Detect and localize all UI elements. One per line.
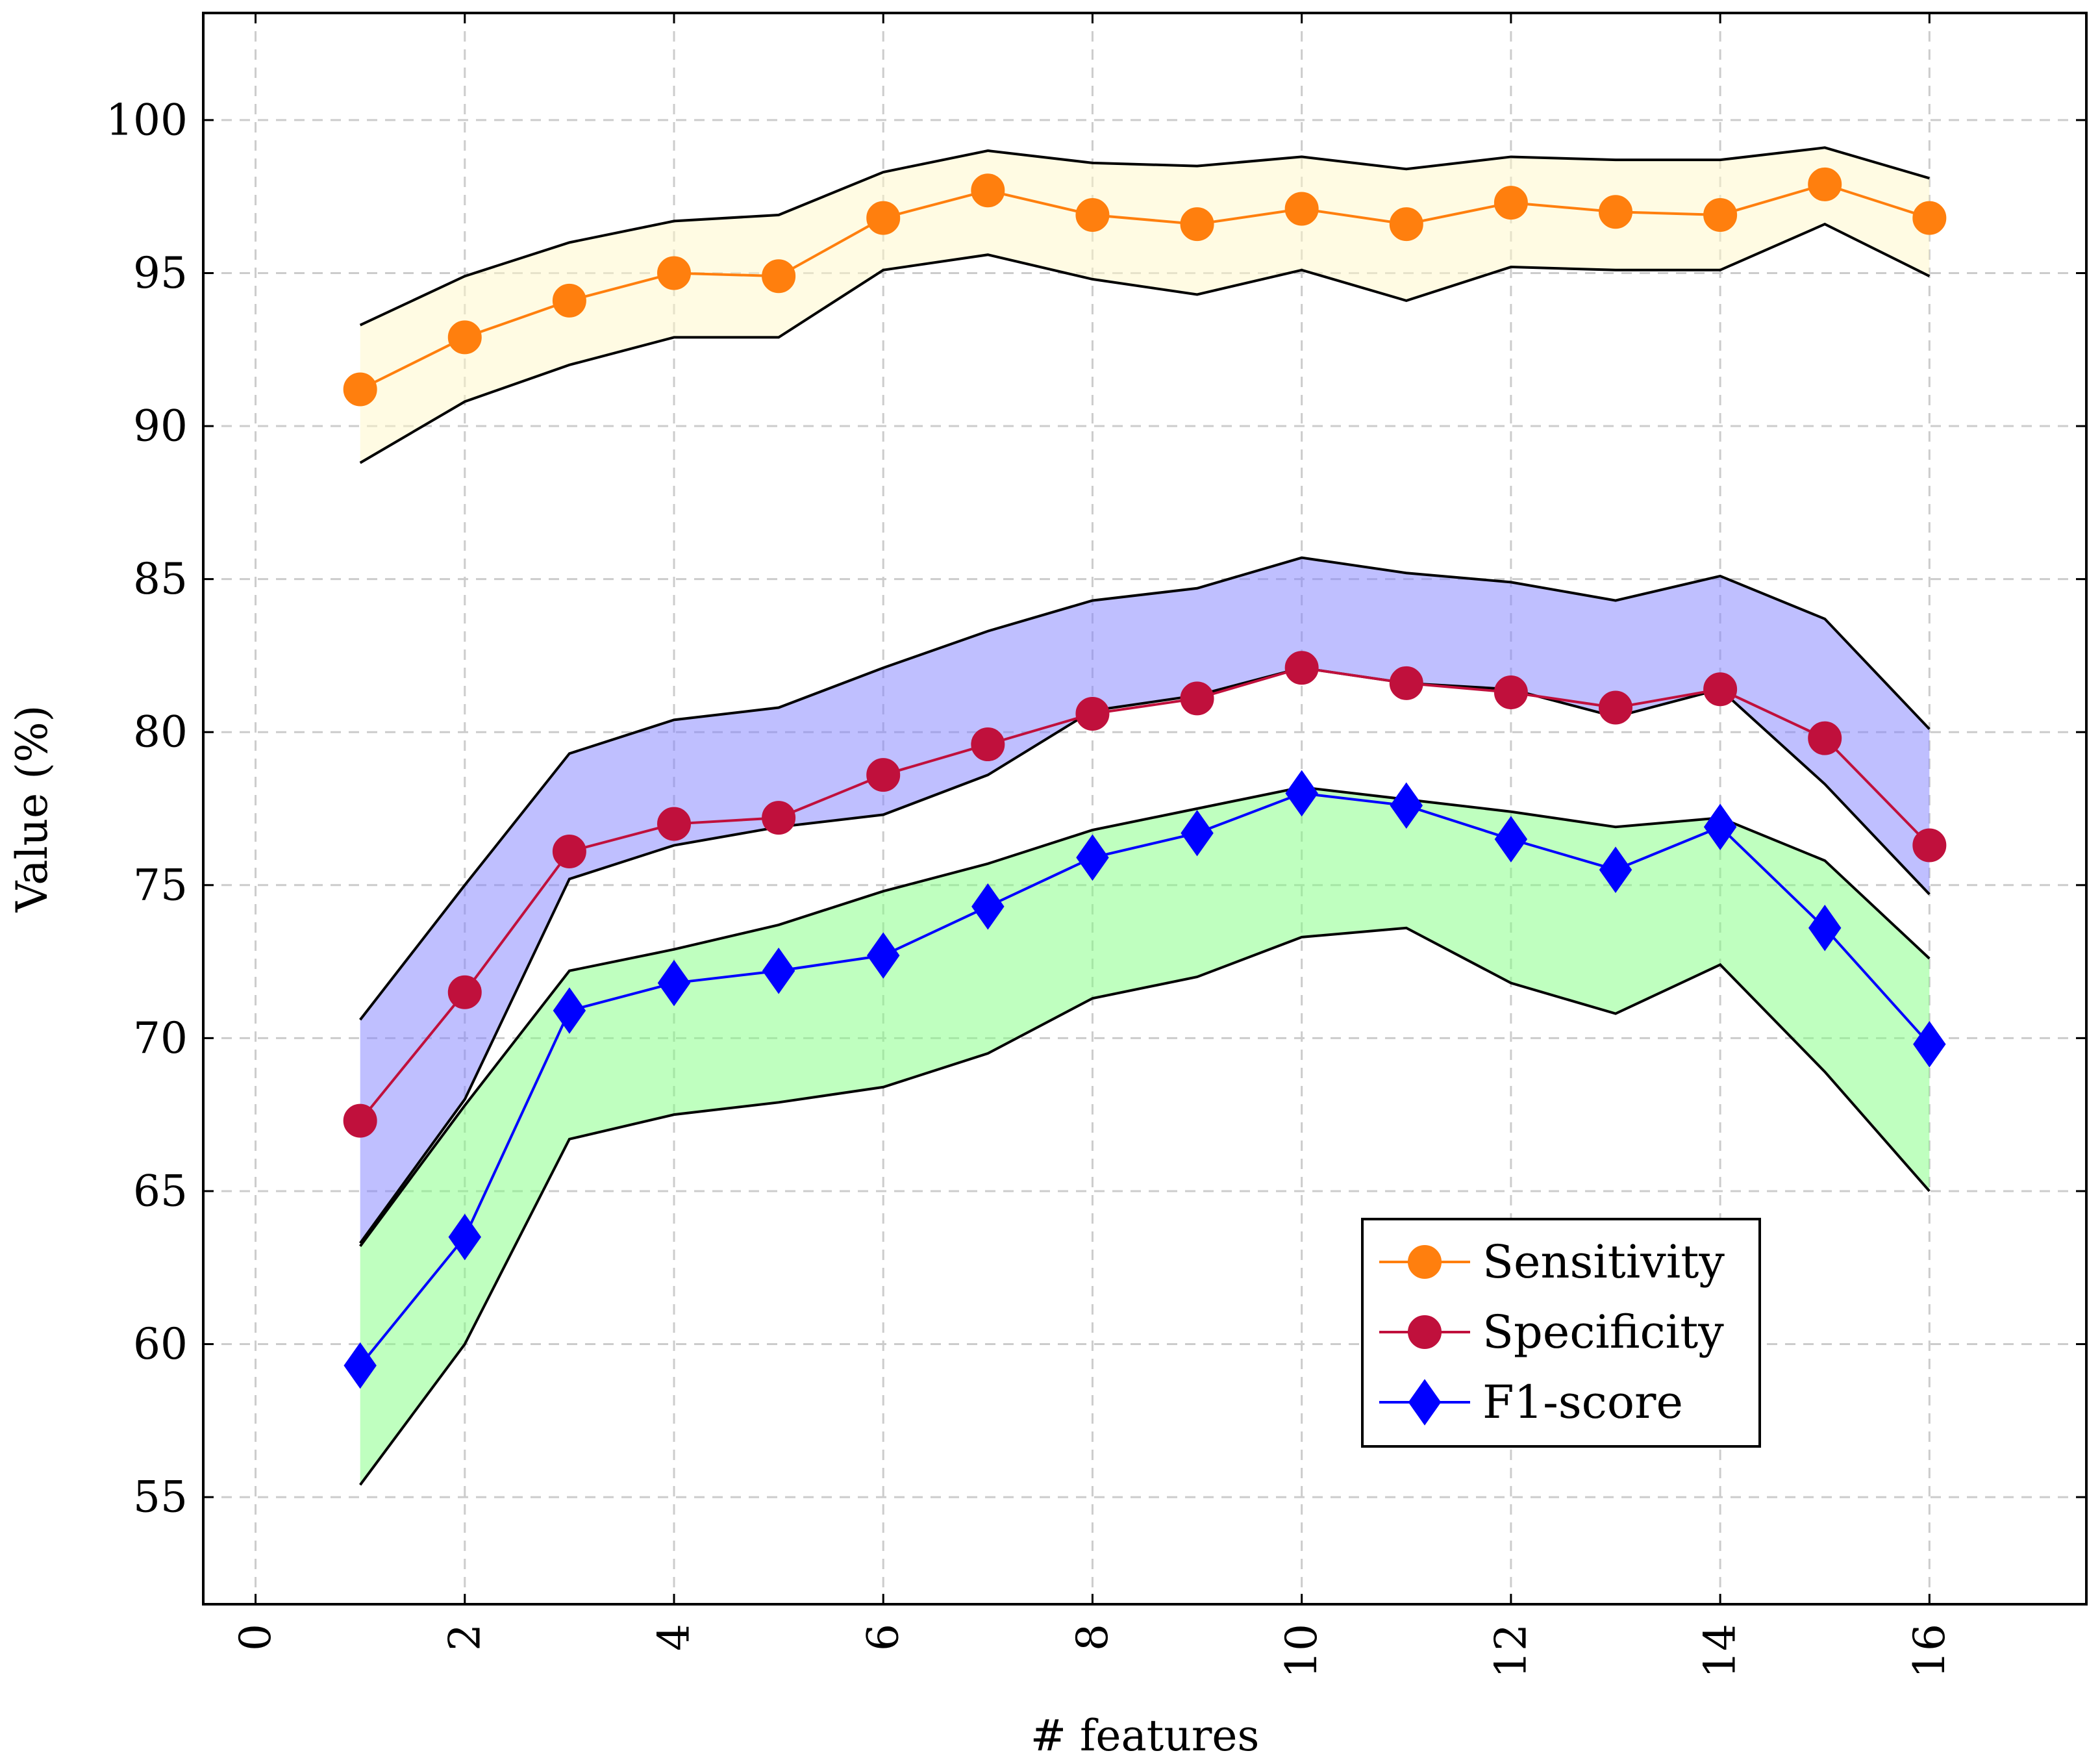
- sensitivity-point: [552, 283, 586, 318]
- f1-score-line: [359, 792, 1931, 1367]
- x-axis-title: # features: [1031, 1711, 1260, 1761]
- specificity-point: [1180, 681, 1214, 716]
- y-tick-label: 85: [133, 554, 188, 604]
- sensitivity-point: [1075, 197, 1110, 232]
- series-markers: [343, 167, 1947, 1389]
- y-tick-label: 60: [133, 1319, 188, 1369]
- f1-score-band-lower: [359, 926, 1931, 1486]
- sensitivity-point: [1180, 207, 1214, 242]
- legend-sensitivity-marker: [1408, 1245, 1442, 1279]
- specificity-point: [1599, 690, 1632, 725]
- f1-score-point: [762, 947, 795, 994]
- specificity-point: [1389, 666, 1423, 700]
- legend: Sensitivity Specificity F1-score: [1361, 1218, 1761, 1448]
- x-tick-label: 6: [858, 1624, 908, 1651]
- y-tick-label: 75: [133, 860, 188, 910]
- sensitivity-point: [971, 173, 1005, 208]
- sensitivity-band-lower: [359, 222, 1931, 464]
- specificity-band: [360, 557, 1930, 1244]
- sensitivity-point: [1389, 207, 1423, 242]
- x-tick-label: 12: [1486, 1624, 1536, 1678]
- f1-score-point: [1181, 809, 1214, 857]
- x-tick-label: 16: [1905, 1624, 1955, 1678]
- specificity-point: [971, 727, 1005, 762]
- y-tick-label: 95: [133, 248, 188, 298]
- specificity-point: [866, 758, 901, 792]
- sensitivity-band: [360, 147, 1930, 463]
- y-tick-label: 65: [133, 1166, 188, 1216]
- f1-score-point: [1703, 803, 1737, 851]
- sensitivity-point: [447, 320, 482, 355]
- f1-score-point: [1913, 1021, 1946, 1068]
- specificity-point: [1703, 672, 1738, 707]
- specificity-line: [359, 666, 1931, 1122]
- specificity-band-lower: [359, 666, 1931, 1244]
- y-tick-label: 100: [106, 95, 188, 145]
- f1-score-point: [1076, 834, 1109, 881]
- legend-specificity-label: Specificity: [1482, 1305, 1724, 1359]
- f1-score-point: [1390, 782, 1423, 829]
- specificity-point: [552, 834, 586, 868]
- f1-score-point: [866, 932, 900, 979]
- x-tick-label: 2: [440, 1624, 490, 1651]
- f1-score-point: [1285, 770, 1318, 817]
- legend-specificity-marker: [1408, 1315, 1442, 1349]
- specificity-point: [447, 975, 482, 1009]
- y-tick-label: 80: [133, 707, 188, 757]
- specificity-point: [343, 1103, 377, 1138]
- plot-frame: [202, 12, 2088, 1606]
- y-tick-label: 70: [133, 1013, 188, 1063]
- specificity-point: [1494, 675, 1528, 709]
- confidence-bands: [359, 146, 1931, 1486]
- y-tick-label: 55: [133, 1472, 188, 1522]
- f1-score-point: [448, 1213, 482, 1261]
- specificity-point: [1075, 696, 1110, 731]
- sensitivity-point: [762, 259, 796, 294]
- sensitivity-line: [359, 183, 1930, 391]
- specificity-point: [762, 801, 796, 835]
- y-axis-title: Value (%): [7, 705, 57, 913]
- specificity-band-upper: [359, 556, 1931, 1021]
- sensitivity-point: [866, 201, 901, 235]
- f1-score-point: [971, 883, 1005, 930]
- y-tick-label: 90: [133, 401, 188, 451]
- f1-score-band-upper: [359, 785, 1931, 1247]
- sensitivity-point: [343, 372, 377, 407]
- x-tick-label: 10: [1277, 1624, 1327, 1678]
- sensitivity-point: [1284, 192, 1319, 226]
- sensitivity-point: [657, 256, 691, 290]
- f1-score-point: [344, 1342, 377, 1389]
- sensitivity-point: [1912, 201, 1947, 235]
- x-tick-label: 8: [1068, 1624, 1118, 1651]
- series-lines: [359, 183, 1931, 1367]
- f1-score-point: [1599, 846, 1632, 893]
- legend-sensitivity-label: Sensitivity: [1482, 1235, 1725, 1289]
- x-tick-label: 4: [649, 1624, 699, 1651]
- x-tick-label: 14: [1695, 1624, 1745, 1678]
- specificity-point: [1284, 651, 1319, 685]
- axis-ticks: 0 2 4 6 8 10 12 14 16 55 60 65 70 75 80 85 90 95 100: [106, 13, 2086, 1678]
- sensitivity-point: [1599, 195, 1632, 229]
- f1-score-point: [553, 987, 586, 1034]
- f1-score-point: [1808, 905, 1842, 951]
- sensitivity-point: [1808, 167, 1842, 201]
- sensitivity-point: [1494, 186, 1528, 220]
- sensitivity-band-upper: [359, 146, 1930, 327]
- f1-score-point: [1494, 816, 1528, 863]
- legend-f1-score-label: F1-score: [1482, 1376, 1683, 1429]
- x-tick-label: 0: [231, 1624, 281, 1651]
- sensitivity-point: [1703, 197, 1738, 232]
- specificity-point: [1912, 828, 1947, 863]
- f1-score-point: [657, 959, 691, 1007]
- specificity-point: [657, 807, 691, 841]
- specificity-point: [1808, 721, 1842, 755]
- legend-f1-score-marker: [1408, 1379, 1442, 1426]
- f1-score-band: [360, 787, 1930, 1485]
